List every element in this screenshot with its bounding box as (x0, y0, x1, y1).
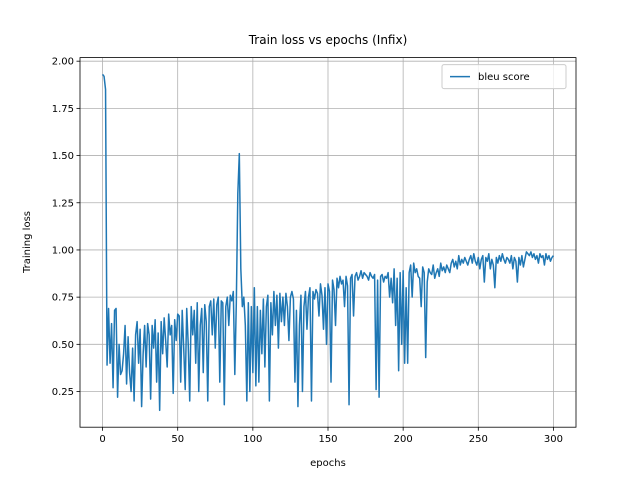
y-tick-label: 1.00 (52, 245, 74, 256)
x-tick-label: 150 (318, 434, 337, 445)
y-tick-label: 1.50 (52, 151, 74, 162)
y-tick-label: 1.75 (52, 104, 74, 115)
x-tick-label: 250 (469, 434, 488, 445)
y-tick-label: 0.50 (52, 340, 74, 351)
x-tick-label: 200 (394, 434, 413, 445)
x-tick-label: 50 (171, 434, 184, 445)
x-axis-label: epochs (310, 458, 346, 469)
data-line (101, 73, 555, 412)
chart-title: Train loss vs epochs (Infix) (248, 33, 408, 47)
y-axis-label: Training loss (22, 211, 33, 274)
y-tick-label: 1.25 (52, 198, 74, 209)
plot-frame (79, 57, 577, 428)
legend-box (441, 64, 567, 90)
y-tick-label: 2.00 (52, 57, 74, 68)
y-tick-label: 0.25 (52, 387, 74, 398)
x-tick-label: 0 (99, 434, 105, 445)
x-tick-label: 100 (243, 434, 262, 445)
y-tick-label: 0.75 (52, 293, 74, 304)
x-tick-label: 300 (544, 434, 563, 445)
legend-label: bleu score (478, 72, 530, 83)
